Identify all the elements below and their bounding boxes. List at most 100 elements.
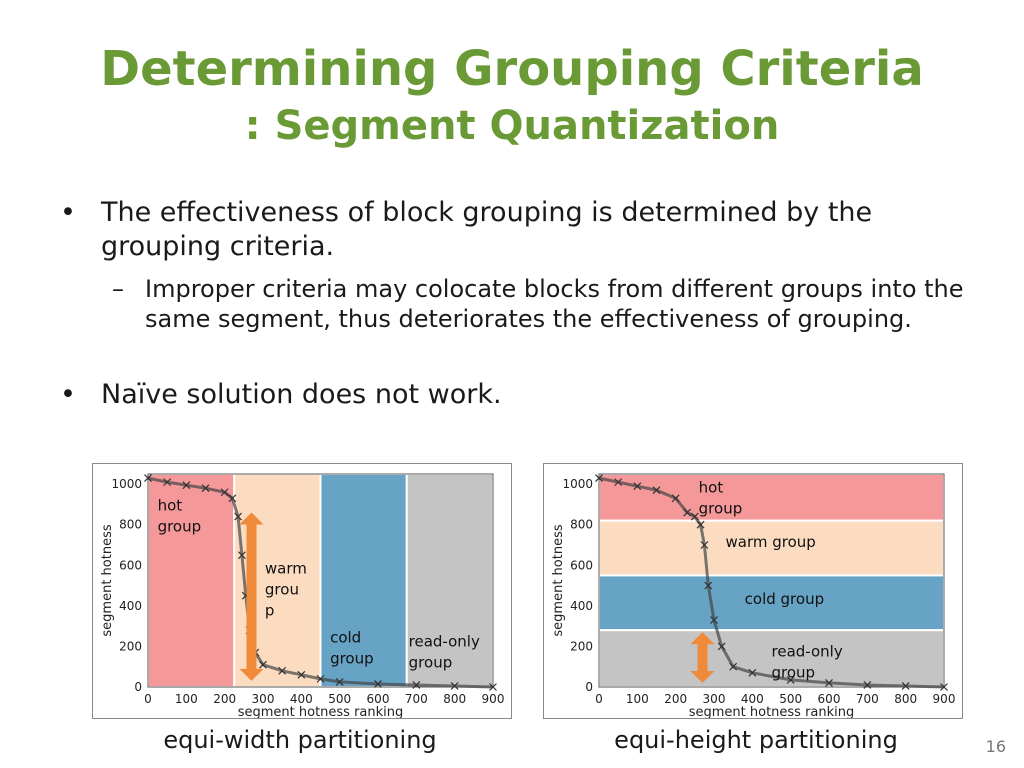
slide-title: Determining Grouping Criteria : Segment … bbox=[0, 38, 1024, 152]
data-point bbox=[696, 520, 705, 529]
plot-border bbox=[598, 473, 945, 688]
x-tick-label: 200 bbox=[664, 692, 687, 706]
data-point bbox=[259, 660, 267, 669]
data-point bbox=[278, 666, 287, 675]
data-point bbox=[717, 642, 726, 651]
data-point bbox=[633, 482, 642, 491]
data-point bbox=[825, 679, 833, 687]
y-tick-label: 800 bbox=[570, 518, 593, 532]
chart-svg: hot group warm grou p cold group read-only group… bbox=[100, 473, 505, 718]
x-tick-label: 800 bbox=[894, 692, 917, 706]
data-point bbox=[671, 494, 680, 503]
data-point bbox=[614, 478, 623, 487]
data-point bbox=[144, 474, 152, 482]
region-hot bbox=[147, 473, 236, 688]
chart-svg: hot group warm group cold group read-only gro… bbox=[551, 473, 956, 718]
region-label: hot group bbox=[699, 478, 743, 517]
data-point bbox=[182, 481, 191, 490]
x-tick-label: 500 bbox=[779, 692, 802, 706]
data-point bbox=[863, 681, 872, 689]
x-tick-label: 0 bbox=[144, 692, 152, 706]
data-point bbox=[940, 683, 948, 691]
data-point bbox=[704, 581, 713, 590]
data-point bbox=[163, 478, 172, 487]
y-axis-label: segment hotness bbox=[551, 524, 566, 636]
x-tick-label: 600 bbox=[818, 692, 841, 706]
region-label: hot group bbox=[158, 497, 202, 536]
x-tick-label: 400 bbox=[741, 692, 764, 706]
data-point bbox=[237, 551, 246, 560]
plot-border bbox=[147, 473, 494, 688]
x-axis-label: segment hotness ranking bbox=[689, 705, 855, 718]
bullet-dot-icon: • bbox=[60, 197, 76, 228]
y-tick-label: 1000 bbox=[562, 477, 593, 491]
x-tick-label: 0 bbox=[595, 692, 603, 706]
data-point bbox=[729, 662, 738, 671]
bullet-item: • Naïve solution does not work. bbox=[60, 378, 980, 412]
data-point bbox=[700, 541, 709, 549]
equi-width-chart: hot group warm grou p cold group read-only group… bbox=[92, 463, 512, 719]
x-tick-label: 100 bbox=[175, 692, 198, 706]
data-point bbox=[335, 678, 344, 686]
region-hot bbox=[598, 473, 945, 522]
y-tick-label: 1000 bbox=[111, 477, 142, 491]
equi-height-chart: hot group warm group cold group read-only gro… bbox=[543, 463, 963, 719]
data-point bbox=[748, 668, 757, 677]
data-point bbox=[297, 670, 306, 679]
data-point bbox=[201, 484, 210, 493]
bullet-item: • The effectiveness of block grouping is… bbox=[60, 196, 980, 264]
title-line-1: Determining Grouping Criteria bbox=[100, 41, 924, 97]
x-tick-label: 900 bbox=[933, 692, 956, 706]
y-tick-label: 400 bbox=[570, 599, 593, 613]
data-point bbox=[450, 682, 459, 690]
bullet-dot-icon: • bbox=[60, 379, 76, 410]
data-point bbox=[374, 680, 382, 688]
double-arrow-icon bbox=[239, 512, 264, 681]
region-label: cold group bbox=[330, 628, 374, 667]
chart-caption-equi-width: equi-width partitioning bbox=[163, 726, 437, 754]
x-tick-label: 600 bbox=[367, 692, 390, 706]
page-number: 16 bbox=[985, 737, 1006, 756]
y-tick-label: 200 bbox=[570, 639, 593, 653]
x-tick-label: 100 bbox=[626, 692, 649, 706]
data-point bbox=[234, 512, 243, 521]
sub-bullet-text: Improper criteria may colocate blocks fr… bbox=[145, 275, 964, 333]
double-arrow-icon bbox=[690, 632, 715, 683]
y-tick-label: 600 bbox=[119, 558, 142, 572]
x-axis-label: segment hotness ranking bbox=[238, 705, 404, 718]
y-axis-label: segment hotness bbox=[100, 524, 115, 636]
x-tick-label: 900 bbox=[482, 692, 505, 706]
y-tick-label: 400 bbox=[119, 599, 142, 613]
bullet-text: The effectiveness of block grouping is d… bbox=[101, 197, 873, 262]
data-point bbox=[652, 486, 661, 495]
x-tick-label: 700 bbox=[405, 692, 428, 706]
chart-caption-equi-height: equi-height partitioning bbox=[614, 726, 898, 754]
data-point bbox=[412, 681, 421, 689]
y-tick-label: 800 bbox=[119, 518, 142, 532]
data-point bbox=[683, 508, 692, 517]
y-tick-label: 600 bbox=[570, 558, 593, 572]
x-tick-label: 400 bbox=[290, 692, 313, 706]
y-tick-label: 0 bbox=[134, 680, 142, 694]
data-point bbox=[489, 683, 497, 691]
x-tick-label: 300 bbox=[703, 692, 726, 706]
y-tick-label: 200 bbox=[119, 639, 142, 653]
region-cold bbox=[598, 574, 945, 632]
y-tick-label: 0 bbox=[585, 680, 593, 694]
region-label: warm grou p bbox=[265, 559, 307, 619]
x-tick-label: 700 bbox=[856, 692, 879, 706]
x-tick-label: 300 bbox=[252, 692, 275, 706]
sub-bullet-item: – Improper criteria may colocate blocks … bbox=[60, 274, 980, 334]
data-point bbox=[710, 616, 718, 624]
x-tick-label: 800 bbox=[443, 692, 466, 706]
region-label: read-only group bbox=[409, 632, 480, 671]
data-point bbox=[786, 675, 795, 684]
data-point bbox=[690, 512, 699, 521]
data-point bbox=[316, 674, 325, 683]
data-point bbox=[595, 474, 603, 482]
x-tick-label: 500 bbox=[328, 692, 351, 706]
title-line-2: : Segment Quantization bbox=[244, 103, 780, 149]
region-label: cold group bbox=[745, 590, 824, 608]
data-point bbox=[228, 494, 237, 503]
dash-icon: – bbox=[112, 275, 124, 303]
